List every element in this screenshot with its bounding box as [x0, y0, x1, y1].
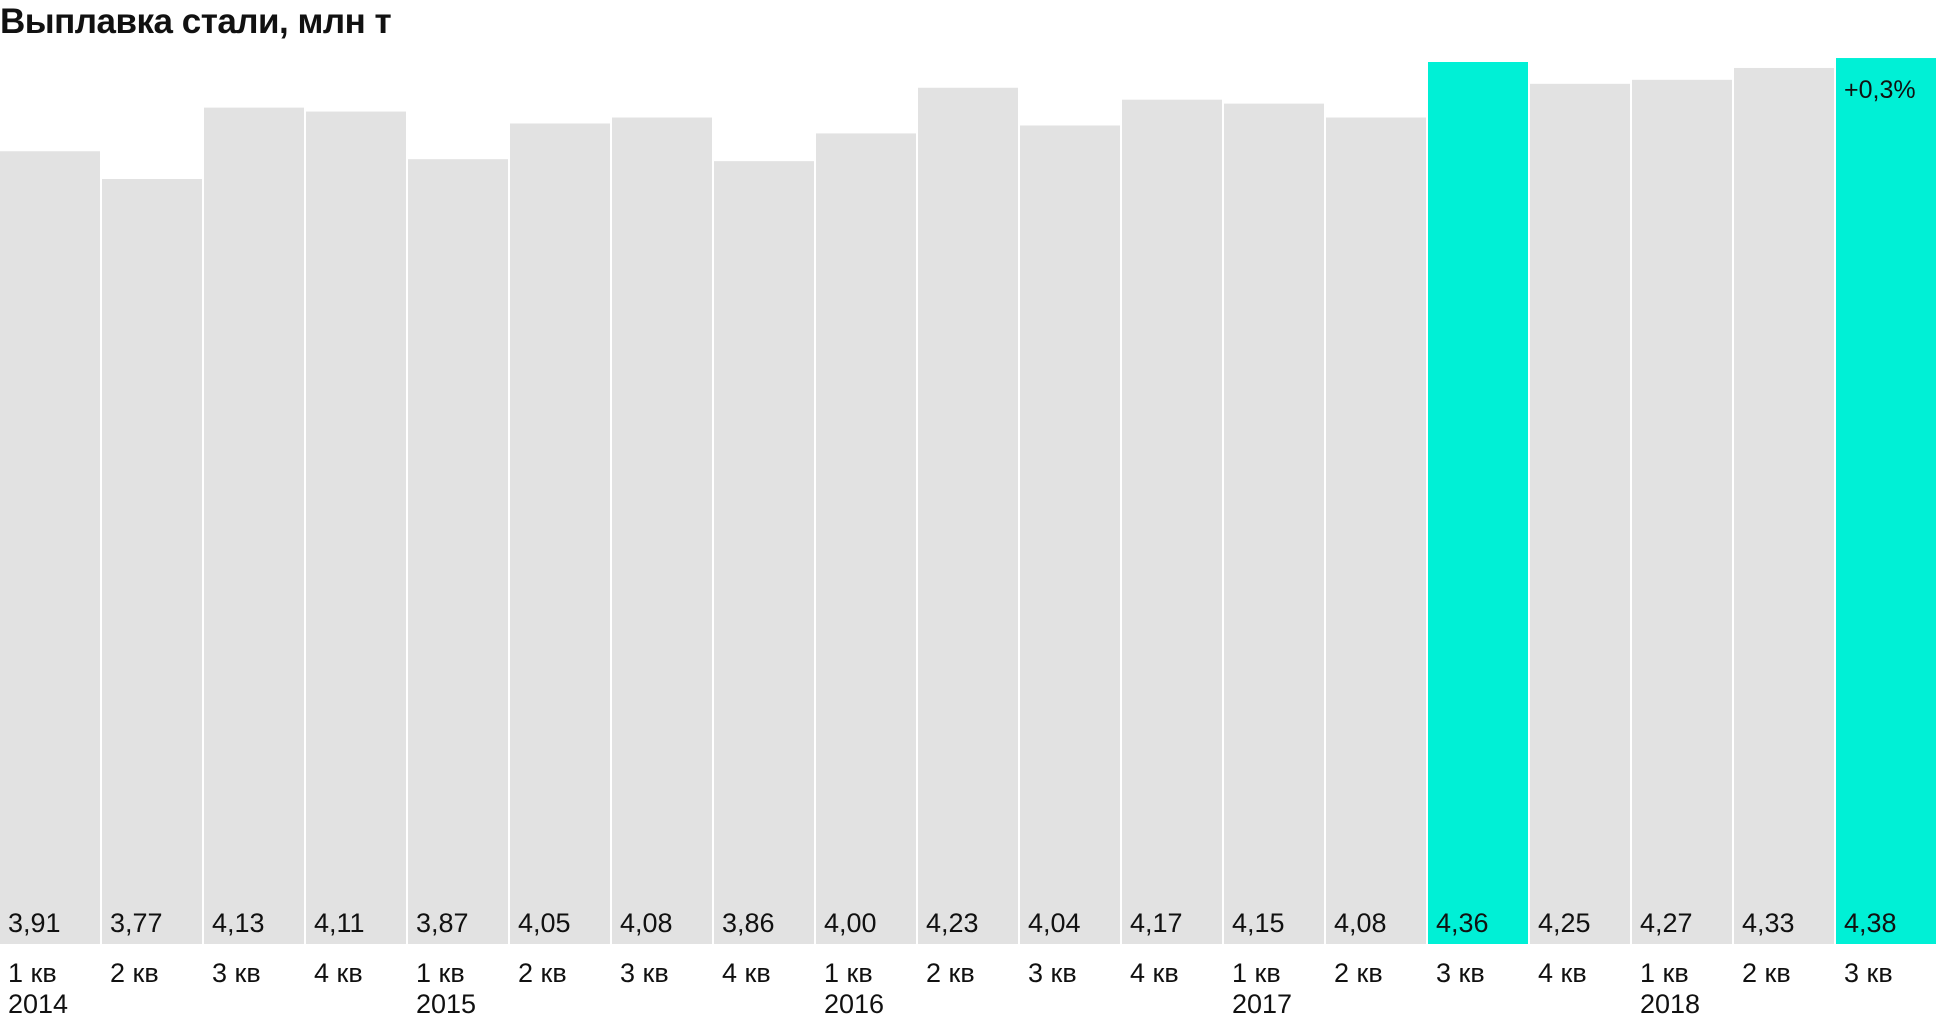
- quarter-label-11: 3 кв: [1028, 958, 1077, 988]
- value-label-5: 3,87: [416, 908, 469, 938]
- quarter-label-3: 3 кв: [212, 958, 261, 988]
- value-label-4: 4,11: [314, 908, 365, 938]
- value-label-9: 4,00: [824, 908, 877, 938]
- bar-5: [408, 159, 508, 944]
- bar-12: [1122, 99, 1222, 944]
- quarter-label-10: 2 кв: [926, 958, 975, 988]
- quarter-label-1: 1 кв: [8, 958, 57, 988]
- value-label-7: 4,08: [620, 908, 673, 938]
- bar-8: [714, 161, 814, 945]
- bars-layer: [0, 58, 1936, 945]
- quarter-label-5: 1 кв: [416, 958, 465, 988]
- bar-3: [204, 107, 304, 944]
- value-label-3: 4,13: [212, 908, 265, 938]
- bar-11: [1020, 125, 1120, 944]
- bar-19: [1836, 58, 1936, 945]
- quarter-label-7: 3 кв: [620, 958, 669, 988]
- year-label-2017: 2017: [1232, 989, 1292, 1016]
- quarter-label-4: 4 кв: [314, 958, 363, 988]
- year-label-2015: 2015: [416, 989, 476, 1016]
- value-label-6: 4,05: [518, 908, 571, 938]
- quarter-label-9: 1 кв: [824, 958, 873, 988]
- value-label-13: 4,15: [1232, 908, 1285, 938]
- quarter-label-13: 1 кв: [1232, 958, 1281, 988]
- quarter-label-8: 4 кв: [722, 958, 771, 988]
- value-label-14: 4,08: [1334, 908, 1387, 938]
- quarter-label-14: 2 кв: [1334, 958, 1383, 988]
- value-label-16: 4,25: [1538, 908, 1591, 938]
- bar-15: [1428, 62, 1528, 944]
- value-label-17: 4,27: [1640, 908, 1693, 938]
- growth-annotation: +0,3%: [1844, 76, 1916, 104]
- year-label-2018: 2018: [1640, 989, 1700, 1016]
- bar-16: [1530, 83, 1630, 945]
- year-label-2016: 2016: [824, 989, 884, 1016]
- bar-7: [612, 117, 712, 945]
- value-label-11: 4,04: [1028, 908, 1081, 938]
- value-label-18: 4,33: [1742, 908, 1795, 938]
- value-label-2: 3,77: [110, 908, 163, 938]
- bar-2: [102, 179, 202, 944]
- bar-1: [0, 151, 100, 944]
- value-label-8: 3,86: [722, 908, 775, 938]
- chart-title: Выплавка стали, млн т: [0, 2, 392, 41]
- value-label-10: 4,23: [926, 908, 979, 938]
- bar-9: [816, 133, 916, 944]
- quarter-label-17: 1 кв: [1640, 958, 1689, 988]
- bar-17: [1632, 79, 1732, 944]
- value-label-15: 4,36: [1436, 908, 1489, 938]
- quarter-label-19: 3 кв: [1844, 958, 1893, 988]
- quarter-label-18: 2 кв: [1742, 958, 1791, 988]
- year-label-2014: 2014: [8, 989, 68, 1016]
- bar-4: [306, 111, 406, 944]
- bar-18: [1734, 67, 1834, 944]
- bar-6: [510, 123, 610, 944]
- quarter-label-6: 2 кв: [518, 958, 567, 988]
- value-label-1: 3,91: [8, 908, 61, 938]
- quarter-label-12: 4 кв: [1130, 958, 1179, 988]
- bar-13: [1224, 103, 1324, 945]
- quarter-label-16: 4 кв: [1538, 958, 1587, 988]
- quarter-label-15: 3 кв: [1436, 958, 1485, 988]
- quarter-label-2: 2 кв: [110, 958, 159, 988]
- bar-14: [1326, 117, 1426, 945]
- bar-10: [918, 87, 1018, 944]
- value-label-12: 4,17: [1130, 908, 1183, 938]
- value-label-19: 4,38: [1844, 908, 1897, 938]
